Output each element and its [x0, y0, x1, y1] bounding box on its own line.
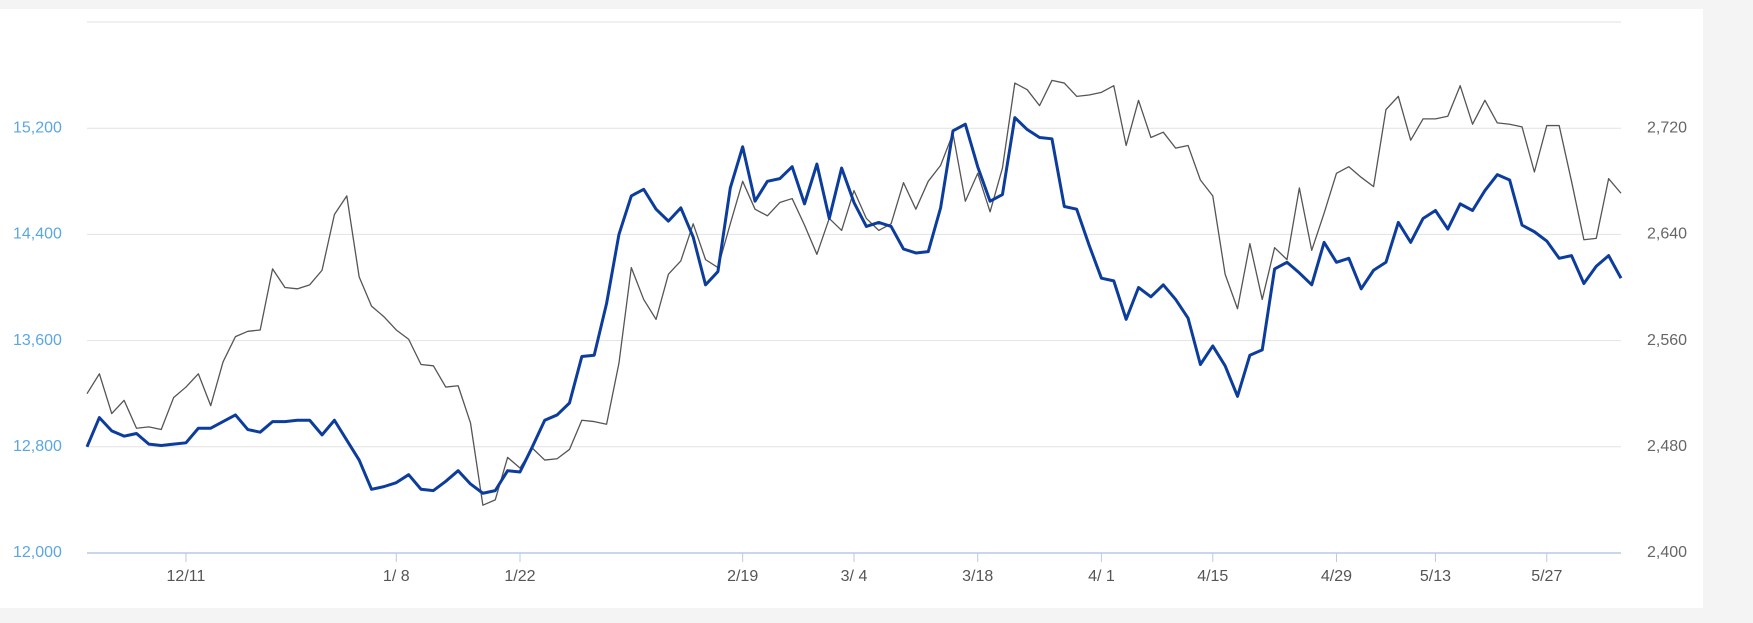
x-tick-label: 2/19: [727, 568, 758, 585]
series-line: [86, 79, 1622, 506]
x-tick-label: 4/29: [1321, 568, 1352, 585]
y2-tick-label: 2,560: [1647, 332, 1687, 349]
x-tick-label: 1/ 8: [383, 568, 410, 585]
y-tick-label: 13,600: [13, 332, 62, 349]
y2-tick-label: 2,400: [1647, 544, 1687, 561]
y-tick-label: 14,400: [13, 226, 62, 243]
x-tick-label: 3/ 4: [841, 568, 868, 585]
x-tick-label: 4/ 1: [1088, 568, 1115, 585]
y2-tick-label: 2,640: [1647, 226, 1687, 243]
series-line: [85, 116, 1623, 495]
panel: [0, 9, 1703, 608]
x-tick-label: 5/13: [1420, 568, 1451, 585]
x-tick-label: 4/15: [1197, 568, 1228, 585]
x-tick-label: 3/18: [962, 568, 993, 585]
x-tick-label: 12/11: [167, 568, 206, 585]
y2-tick-label: 2,480: [1647, 438, 1687, 455]
y-tick-label: 15,200: [13, 119, 62, 136]
y-tick-label: 12,800: [13, 438, 62, 455]
y2-tick-label: 2,720: [1647, 119, 1687, 136]
x-tick-label: 1/22: [504, 568, 535, 585]
x-tick-label: 5/27: [1531, 568, 1562, 585]
y-tick-label: 12,000: [13, 544, 62, 561]
